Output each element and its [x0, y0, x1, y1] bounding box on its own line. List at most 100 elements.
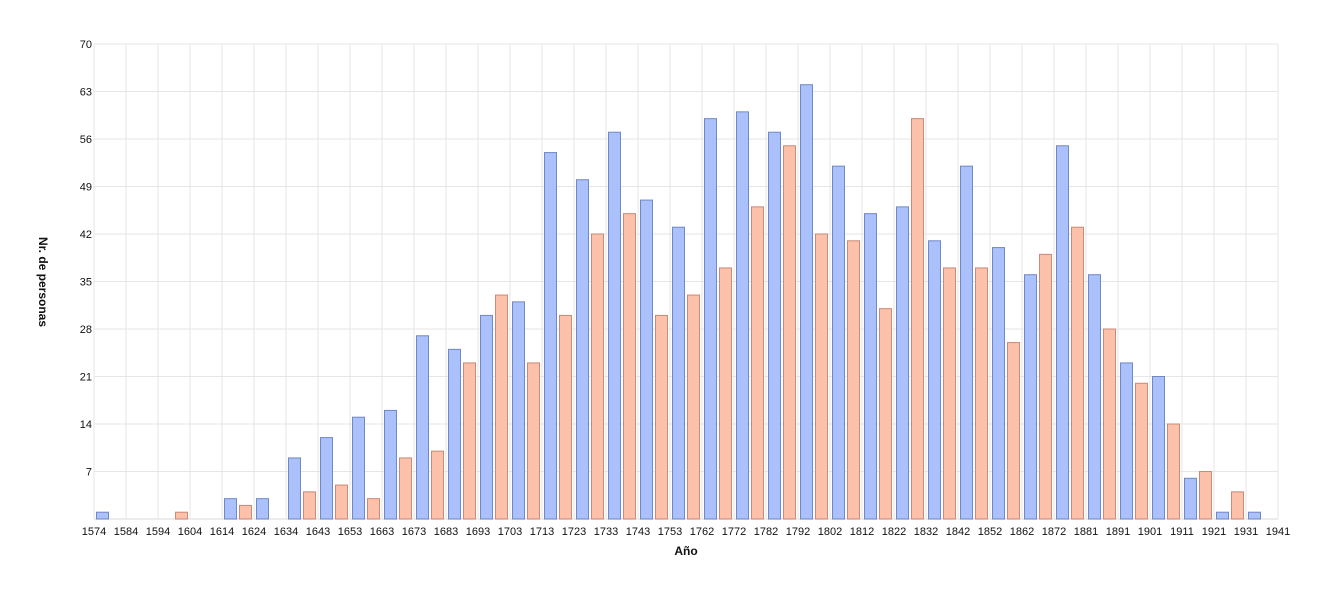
- bar-series-1: [288, 457, 301, 520]
- x-tick-label: 1584: [114, 526, 138, 538]
- x-tick-label: 1792: [786, 526, 810, 538]
- bar-series-2: [655, 314, 668, 520]
- x-tick-label: 1713: [530, 526, 554, 538]
- bar-series-1: [1120, 362, 1133, 520]
- x-tick-label: 1862: [1010, 526, 1034, 538]
- x-tick-label: 1624: [242, 526, 266, 538]
- bar-series-2: [463, 362, 476, 520]
- x-tick-label: 1941: [1266, 526, 1290, 538]
- bar-series-2: [847, 240, 860, 520]
- x-tick-label: 1653: [338, 526, 362, 538]
- bar-series-1: [992, 247, 1005, 520]
- x-tick-label: 1881: [1074, 526, 1098, 538]
- bar-series-1: [896, 206, 909, 520]
- x-tick-label: 1921: [1202, 526, 1226, 538]
- x-tick-label: 1842: [946, 526, 970, 538]
- bar-series-1: [576, 179, 589, 520]
- bar-series-1: [1248, 511, 1261, 520]
- bar-series-1: [1152, 376, 1165, 520]
- x-tick-label: 1772: [722, 526, 746, 538]
- bar-series-1: [864, 213, 877, 520]
- x-tick-label: 1574: [82, 526, 106, 538]
- bar-series-2: [303, 491, 316, 520]
- bar-series-1: [544, 152, 557, 520]
- y-tick-label: 70: [80, 39, 92, 51]
- bar-series-2: [431, 450, 444, 520]
- bar-series-2: [687, 294, 700, 520]
- bar-series-1: [800, 84, 813, 520]
- y-tick-label: 28: [80, 324, 92, 336]
- y-tick-label: 56: [80, 134, 92, 146]
- bar-series-2: [1071, 226, 1084, 520]
- bar-series-1: [384, 409, 397, 520]
- y-tick-label: 63: [80, 87, 92, 99]
- bar-series-1: [832, 165, 845, 520]
- bar-series-1: [416, 335, 429, 520]
- bar-series-1: [704, 118, 717, 520]
- bar-series-2: [975, 267, 988, 520]
- bar-series-2: [783, 145, 796, 520]
- y-tick-labels: 7 14 21 28 35 42 49 56 63 70: [80, 39, 92, 479]
- bar-series-1: [1216, 511, 1229, 520]
- x-tick-label: 1594: [146, 526, 170, 538]
- bar-series-2: [943, 267, 956, 520]
- bar-series-1: [352, 416, 365, 520]
- x-tick-label: 1782: [754, 526, 778, 538]
- bar-series-2: [1135, 382, 1148, 520]
- bar-series-1: [256, 498, 269, 520]
- x-tick-label: 1822: [882, 526, 906, 538]
- x-tick-label: 1931: [1234, 526, 1258, 538]
- bar-series-1: [224, 498, 237, 520]
- bar-series-1: [736, 111, 749, 520]
- bar-series-2: [1007, 342, 1020, 520]
- x-tick-label: 1723: [562, 526, 586, 538]
- bar-series-2: [719, 267, 732, 520]
- bar-series-2: [239, 504, 252, 520]
- y-tick-label: 49: [80, 182, 92, 194]
- x-tick-label: 1683: [434, 526, 458, 538]
- bar-series-1: [512, 301, 525, 520]
- bar-series-1: [960, 165, 973, 520]
- bar-series-2: [1103, 328, 1116, 520]
- bar-series-2: [1199, 471, 1212, 520]
- x-tick-label: 1743: [626, 526, 650, 538]
- bar-series-1: [640, 199, 653, 520]
- bar-series-2: [367, 498, 380, 520]
- x-tick-label: 1901: [1138, 526, 1162, 538]
- bar-series-2: [399, 457, 412, 520]
- x-tick-label: 1852: [978, 526, 1002, 538]
- x-tick-label: 1643: [306, 526, 330, 538]
- bar-series-1: [768, 131, 781, 520]
- x-tick-label: 1872: [1042, 526, 1066, 538]
- bar-series-2: [559, 314, 572, 520]
- y-tick-label: 42: [80, 229, 92, 241]
- x-tick-label: 1634: [274, 526, 298, 538]
- bar-series-2: [751, 206, 764, 520]
- x-tick-label: 1703: [498, 526, 522, 538]
- bar-series-2: [175, 511, 188, 520]
- bar-series-1: [1056, 145, 1069, 520]
- bar-series-2: [815, 233, 828, 520]
- x-axis-title: Año: [674, 544, 697, 558]
- x-tick-label: 1673: [402, 526, 426, 538]
- x-tick-label: 1693: [466, 526, 490, 538]
- x-tick-label: 1733: [594, 526, 618, 538]
- x-tick-label: 1604: [178, 526, 202, 538]
- bar-series-1: [480, 314, 493, 520]
- bar-series-1: [928, 240, 941, 520]
- bar-series-2: [591, 233, 604, 520]
- bar-series-1: [320, 437, 333, 520]
- bar-series-2: [1167, 423, 1180, 520]
- bar-series-2: [495, 294, 508, 520]
- x-tick-label: 1802: [818, 526, 842, 538]
- y-tick-label: 7: [86, 467, 92, 479]
- bar-series-2: [527, 362, 540, 520]
- x-tick-label: 1762: [690, 526, 714, 538]
- y-tick-label: 35: [80, 277, 92, 289]
- bar-series-2: [1231, 491, 1244, 520]
- x-tick-label: 1812: [850, 526, 874, 538]
- x-tick-label: 1832: [914, 526, 938, 538]
- x-tick-label: 1614: [210, 526, 234, 538]
- x-tick-label: 1911: [1170, 526, 1194, 538]
